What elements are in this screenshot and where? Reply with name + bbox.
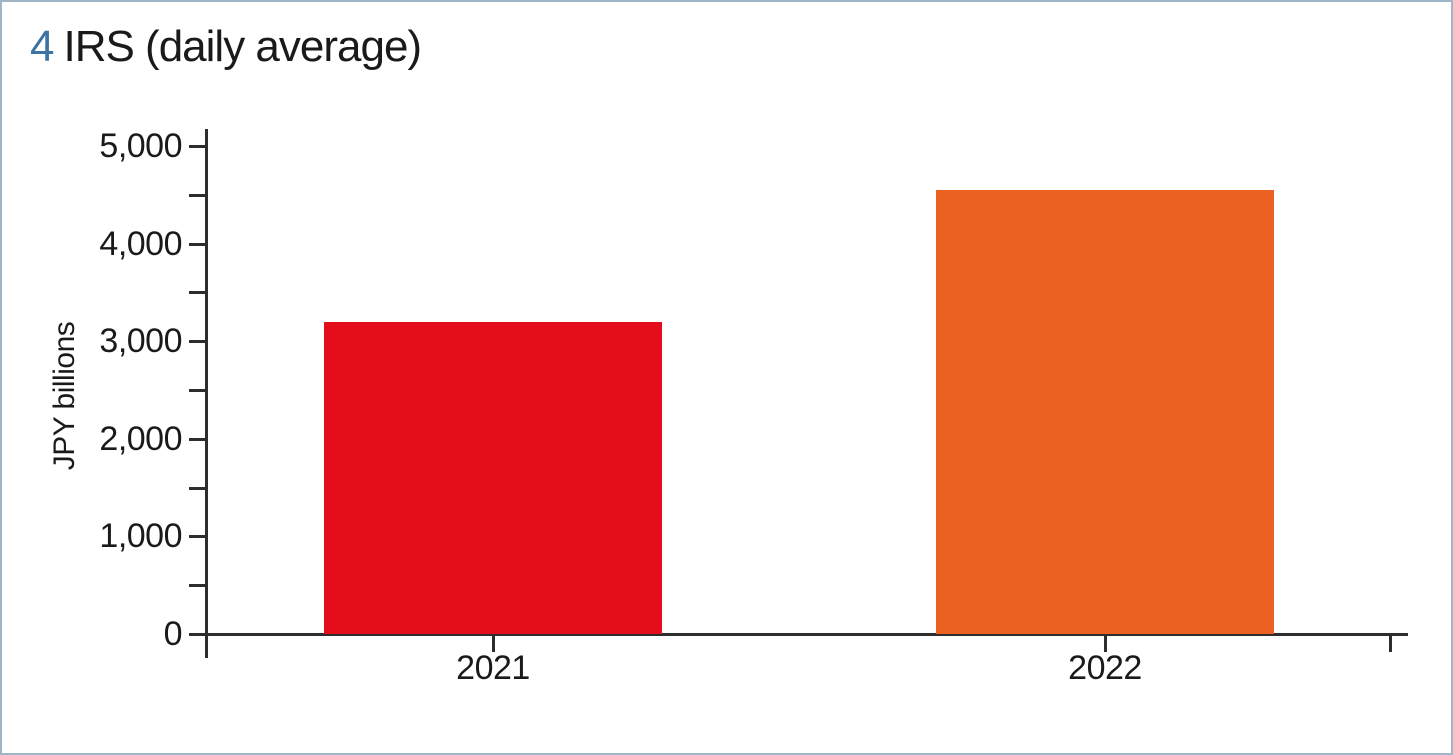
y-tick-label: 4,000 xyxy=(99,225,182,263)
x-tick-label: 2021 xyxy=(456,649,530,687)
x-tick xyxy=(492,636,495,652)
x-tick-label: 2022 xyxy=(1068,649,1142,687)
y-tick xyxy=(189,584,205,587)
chart-number: 4 xyxy=(30,22,55,71)
y-tick xyxy=(189,633,205,636)
y-tick-label: 0 xyxy=(163,615,183,653)
y-tick xyxy=(189,340,205,343)
y-tick xyxy=(189,291,205,294)
y-axis-line xyxy=(205,129,208,658)
y-tick xyxy=(189,487,205,490)
bar-2022 xyxy=(936,190,1274,634)
y-tick xyxy=(189,145,205,148)
x-tick xyxy=(1104,636,1107,652)
y-tick xyxy=(189,194,205,197)
y-tick xyxy=(189,243,205,246)
chart-title: 4 IRS (daily average) xyxy=(30,22,422,72)
y-tick xyxy=(189,389,205,392)
y-tick-label: 2,000 xyxy=(99,420,182,458)
y-tick-label: 5,000 xyxy=(99,127,182,165)
y-tick-label: 3,000 xyxy=(99,322,182,360)
x-axis-line xyxy=(190,633,1408,636)
chart-title-text: IRS (daily average) xyxy=(63,22,422,71)
bar-2021 xyxy=(324,322,662,634)
y-tick-label: 1,000 xyxy=(99,517,182,555)
y-tick xyxy=(189,535,205,538)
y-tick xyxy=(189,438,205,441)
x-axis-end-tick xyxy=(1389,636,1392,652)
